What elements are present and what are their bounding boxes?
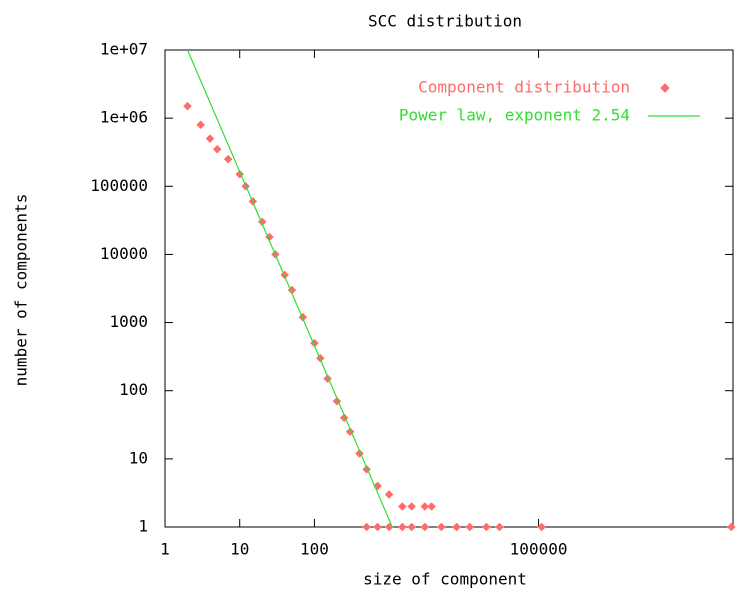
data-point <box>339 413 349 423</box>
data-point <box>465 522 475 532</box>
y-tick-label: 100000 <box>90 176 148 195</box>
data-point <box>420 522 430 532</box>
data-point <box>495 522 504 532</box>
data-point <box>362 465 372 474</box>
y-tick-label: 1000 <box>109 312 148 331</box>
data-point <box>420 502 430 511</box>
legend-label: Power law, exponent 2.54 <box>399 106 630 125</box>
legend-swatch <box>660 83 670 93</box>
data-point <box>373 481 382 491</box>
data-point <box>437 522 446 532</box>
data-point <box>235 169 245 179</box>
x-tick-label: 100 <box>300 540 329 559</box>
y-tick-label: 100 <box>119 380 148 399</box>
data-point <box>332 396 342 406</box>
y-tick-label: 1e+06 <box>100 108 148 127</box>
x-tick-label: 1 <box>160 540 170 559</box>
y-tick-label: 10 <box>129 448 148 467</box>
data-point <box>205 134 215 144</box>
y-tick-label: 1 <box>138 517 148 536</box>
data-point <box>407 522 416 532</box>
chart-title: SCC distribution <box>368 12 522 31</box>
data-point <box>427 502 436 511</box>
x-tick-label: 10 <box>230 540 249 559</box>
x-tick-label: 100000 <box>510 540 568 559</box>
y-tick-label: 10000 <box>100 244 148 263</box>
data-point <box>397 502 407 511</box>
data-point <box>362 522 372 532</box>
data-point <box>482 522 491 532</box>
data-point <box>355 449 364 458</box>
data-point <box>212 144 222 154</box>
plot-frame <box>164 49 734 528</box>
data-point <box>537 522 547 532</box>
data-point <box>726 522 736 532</box>
legend-label: Component distribution <box>418 78 630 97</box>
data-point <box>397 522 407 532</box>
data-point <box>452 522 461 532</box>
data-point <box>407 502 416 511</box>
data-point <box>223 154 233 164</box>
data-point <box>196 120 206 130</box>
data-point <box>298 312 308 322</box>
power-law-line <box>186 49 393 528</box>
y-axis-label: number of components <box>12 194 31 387</box>
data-point <box>373 522 382 532</box>
data-point <box>384 490 394 499</box>
y-tick-label: 1e+07 <box>100 40 148 59</box>
x-axis-label: size of component <box>363 570 527 589</box>
data-point <box>183 101 192 111</box>
